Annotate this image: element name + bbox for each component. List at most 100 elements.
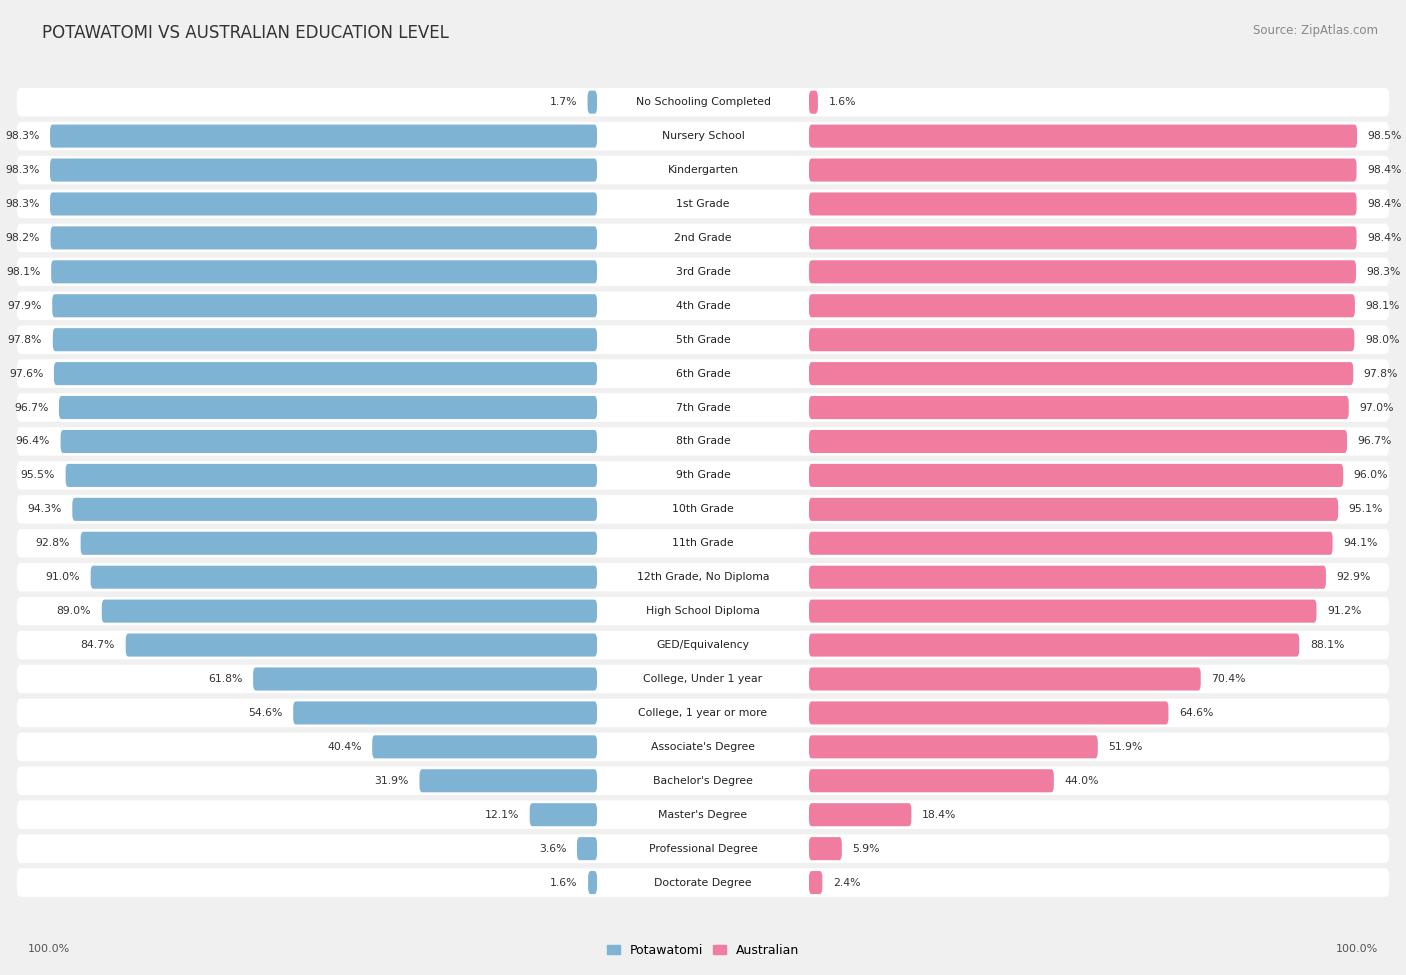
Text: 44.0%: 44.0% xyxy=(1064,776,1099,786)
FancyBboxPatch shape xyxy=(17,529,1389,558)
Text: 1.7%: 1.7% xyxy=(550,98,576,107)
Text: 98.4%: 98.4% xyxy=(1367,233,1402,243)
FancyBboxPatch shape xyxy=(808,329,1354,351)
FancyBboxPatch shape xyxy=(808,362,1353,385)
Text: 89.0%: 89.0% xyxy=(56,606,91,616)
Text: 1st Grade: 1st Grade xyxy=(676,199,730,209)
Text: 94.3%: 94.3% xyxy=(27,504,62,515)
Text: High School Diploma: High School Diploma xyxy=(647,606,759,616)
FancyBboxPatch shape xyxy=(530,803,598,826)
Text: 97.0%: 97.0% xyxy=(1360,403,1393,412)
Text: Associate's Degree: Associate's Degree xyxy=(651,742,755,752)
Text: GED/Equivalency: GED/Equivalency xyxy=(657,640,749,650)
Text: 98.1%: 98.1% xyxy=(1365,300,1400,311)
FancyBboxPatch shape xyxy=(808,498,1339,521)
FancyBboxPatch shape xyxy=(808,566,1326,589)
Text: 12.1%: 12.1% xyxy=(485,809,519,820)
FancyBboxPatch shape xyxy=(17,495,1389,524)
FancyBboxPatch shape xyxy=(80,531,598,555)
Text: College, Under 1 year: College, Under 1 year xyxy=(644,674,762,684)
FancyBboxPatch shape xyxy=(51,192,598,215)
Text: 40.4%: 40.4% xyxy=(328,742,361,752)
FancyBboxPatch shape xyxy=(294,701,598,724)
FancyBboxPatch shape xyxy=(808,125,1357,147)
Text: 100.0%: 100.0% xyxy=(1336,944,1378,954)
FancyBboxPatch shape xyxy=(588,871,598,894)
Text: 98.4%: 98.4% xyxy=(1367,199,1402,209)
FancyBboxPatch shape xyxy=(808,735,1098,759)
FancyBboxPatch shape xyxy=(17,732,1389,761)
Text: 98.3%: 98.3% xyxy=(6,165,39,176)
FancyBboxPatch shape xyxy=(808,226,1357,250)
Text: 100.0%: 100.0% xyxy=(28,944,70,954)
Text: 84.7%: 84.7% xyxy=(80,640,115,650)
FancyBboxPatch shape xyxy=(808,464,1343,487)
Text: 98.3%: 98.3% xyxy=(1367,267,1400,277)
FancyBboxPatch shape xyxy=(253,668,598,690)
Text: 98.1%: 98.1% xyxy=(6,267,41,277)
FancyBboxPatch shape xyxy=(17,597,1389,625)
FancyBboxPatch shape xyxy=(17,631,1389,659)
FancyBboxPatch shape xyxy=(17,665,1389,693)
FancyBboxPatch shape xyxy=(17,699,1389,727)
Text: Bachelor's Degree: Bachelor's Degree xyxy=(652,776,754,786)
FancyBboxPatch shape xyxy=(17,869,1389,897)
Text: 98.4%: 98.4% xyxy=(1367,165,1402,176)
Text: College, 1 year or more: College, 1 year or more xyxy=(638,708,768,718)
FancyBboxPatch shape xyxy=(101,600,598,623)
FancyBboxPatch shape xyxy=(808,396,1348,419)
FancyBboxPatch shape xyxy=(808,871,823,894)
FancyBboxPatch shape xyxy=(59,396,598,419)
FancyBboxPatch shape xyxy=(51,226,598,250)
FancyBboxPatch shape xyxy=(17,427,1389,455)
Text: Source: ZipAtlas.com: Source: ZipAtlas.com xyxy=(1253,24,1378,37)
Text: 5th Grade: 5th Grade xyxy=(676,334,730,345)
FancyBboxPatch shape xyxy=(808,838,842,860)
Text: 96.4%: 96.4% xyxy=(15,437,51,447)
Text: 9th Grade: 9th Grade xyxy=(676,470,730,481)
Text: 12th Grade, No Diploma: 12th Grade, No Diploma xyxy=(637,572,769,582)
FancyBboxPatch shape xyxy=(17,257,1389,286)
FancyBboxPatch shape xyxy=(808,701,1168,724)
Text: 54.6%: 54.6% xyxy=(249,708,283,718)
FancyBboxPatch shape xyxy=(66,464,598,487)
FancyBboxPatch shape xyxy=(17,156,1389,184)
Text: 91.2%: 91.2% xyxy=(1327,606,1361,616)
Text: Professional Degree: Professional Degree xyxy=(648,843,758,854)
FancyBboxPatch shape xyxy=(808,430,1347,453)
FancyBboxPatch shape xyxy=(419,769,598,793)
FancyBboxPatch shape xyxy=(17,360,1389,388)
FancyBboxPatch shape xyxy=(17,88,1389,116)
Text: 96.7%: 96.7% xyxy=(1358,437,1392,447)
Text: 88.1%: 88.1% xyxy=(1310,640,1344,650)
Text: 11th Grade: 11th Grade xyxy=(672,538,734,548)
Text: 98.5%: 98.5% xyxy=(1368,131,1402,141)
Text: 91.0%: 91.0% xyxy=(45,572,80,582)
Text: 1.6%: 1.6% xyxy=(550,878,578,887)
Text: 2nd Grade: 2nd Grade xyxy=(675,233,731,243)
FancyBboxPatch shape xyxy=(52,294,598,317)
Text: 96.0%: 96.0% xyxy=(1354,470,1388,481)
Text: Master's Degree: Master's Degree xyxy=(658,809,748,820)
FancyBboxPatch shape xyxy=(808,531,1333,555)
Text: 10th Grade: 10th Grade xyxy=(672,504,734,515)
FancyBboxPatch shape xyxy=(17,461,1389,489)
FancyBboxPatch shape xyxy=(373,735,598,759)
FancyBboxPatch shape xyxy=(17,292,1389,320)
FancyBboxPatch shape xyxy=(53,362,598,385)
Text: 98.2%: 98.2% xyxy=(6,233,39,243)
Text: 94.1%: 94.1% xyxy=(1343,538,1378,548)
Text: 1.6%: 1.6% xyxy=(828,98,856,107)
Text: 97.6%: 97.6% xyxy=(8,369,44,378)
Text: 92.9%: 92.9% xyxy=(1337,572,1371,582)
FancyBboxPatch shape xyxy=(51,260,598,284)
Text: Kindergarten: Kindergarten xyxy=(668,165,738,176)
Text: 98.3%: 98.3% xyxy=(6,131,39,141)
FancyBboxPatch shape xyxy=(72,498,598,521)
FancyBboxPatch shape xyxy=(60,430,598,453)
Text: 3rd Grade: 3rd Grade xyxy=(675,267,731,277)
FancyBboxPatch shape xyxy=(90,566,598,589)
Text: 98.3%: 98.3% xyxy=(6,199,39,209)
FancyBboxPatch shape xyxy=(808,668,1201,690)
FancyBboxPatch shape xyxy=(17,190,1389,218)
